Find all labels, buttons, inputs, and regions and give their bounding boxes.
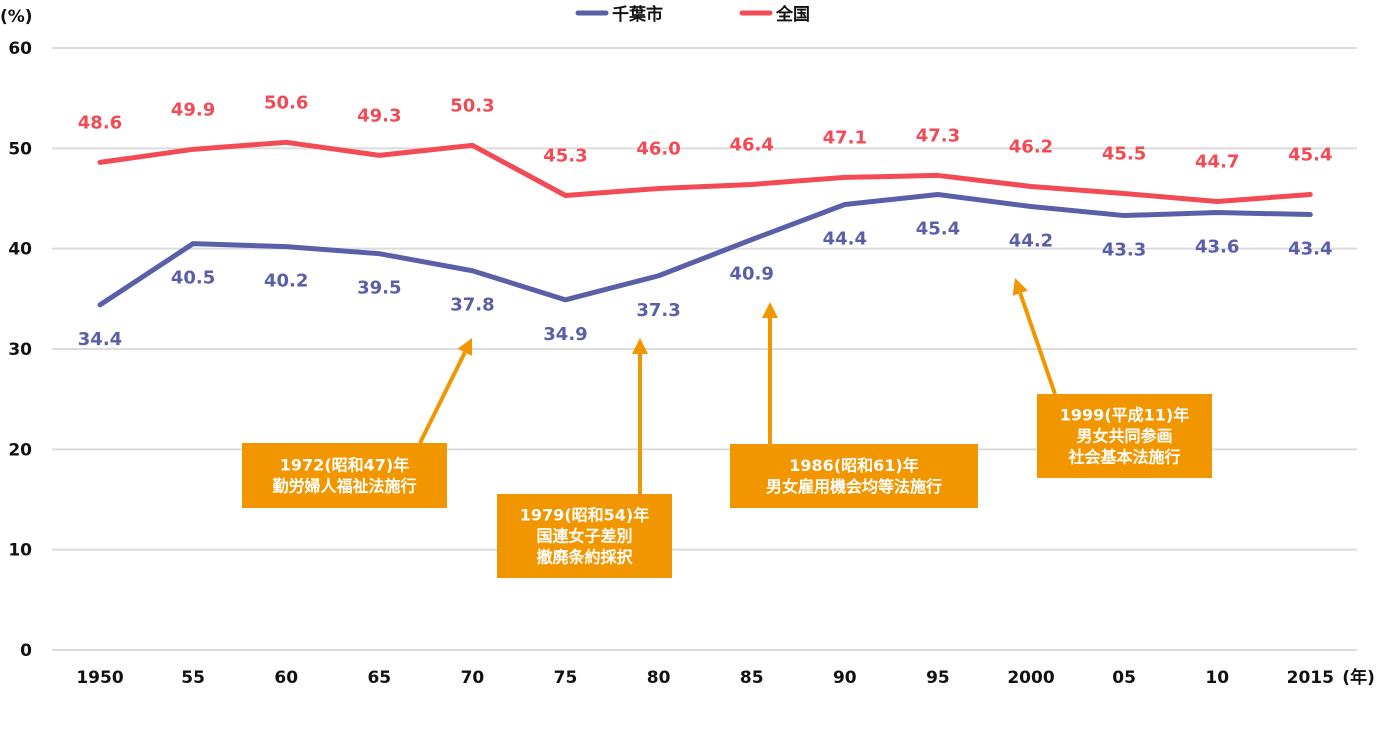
x-tick-label: 85 <box>740 668 764 688</box>
x-tick-label: 65 <box>367 668 391 688</box>
annotation-text: 1979(昭和54)年 <box>520 506 649 525</box>
legend-label: 千葉市 <box>612 4 663 25</box>
x-tick-label: 2015 <box>1287 668 1334 688</box>
y-tick-label: 20 <box>8 440 32 460</box>
annotation-box <box>1037 394 1212 478</box>
data-label: 46.0 <box>636 138 680 159</box>
annotation-box <box>730 444 978 508</box>
data-label: 34.9 <box>543 324 587 345</box>
x-tick-label: 80 <box>647 668 671 688</box>
annotation-arrow-head <box>457 338 473 356</box>
x-tick-label: 75 <box>554 668 578 688</box>
legend-label: 全国 <box>775 4 810 25</box>
series-line-1 <box>97 139 1313 205</box>
annotation-text: 男女雇用機会均等法施行 <box>766 477 942 496</box>
data-label: 37.3 <box>636 300 680 321</box>
data-label: 49.3 <box>357 105 401 126</box>
x-tick-label: 70 <box>461 668 485 688</box>
data-label: 49.9 <box>171 99 215 120</box>
data-label: 45.3 <box>543 145 587 166</box>
x-unit-label: (年) <box>1342 667 1375 688</box>
data-label: 37.8 <box>450 295 494 316</box>
y-unit-label: (%) <box>0 7 33 27</box>
x-tick-label: 05 <box>1112 668 1136 688</box>
annotation-arrow-head <box>762 302 778 318</box>
annotation-text: 勤労婦人福祉法施行 <box>272 477 416 496</box>
data-label: 45.4 <box>916 218 960 239</box>
x-tick-label: 1950 <box>76 668 123 688</box>
x-tick-label: 55 <box>181 668 205 688</box>
annotation-text: 社会基本法施行 <box>1067 448 1180 467</box>
data-label: 43.6 <box>1195 237 1239 258</box>
data-label: 45.5 <box>1102 143 1146 164</box>
annotation-box <box>242 443 447 508</box>
data-label: 47.3 <box>916 125 960 146</box>
data-label: 50.3 <box>450 95 494 116</box>
annotation-text: 男女共同参画 <box>1076 427 1172 446</box>
series-line-0 <box>97 191 1313 308</box>
y-tick-label: 0 <box>20 641 32 661</box>
data-label: 48.6 <box>78 112 122 133</box>
data-label: 40.2 <box>264 271 308 292</box>
data-label: 44.2 <box>1009 231 1053 252</box>
annotation-arrow-shaft <box>418 351 467 444</box>
x-tick-label: 95 <box>926 668 950 688</box>
data-label: 34.4 <box>78 329 122 350</box>
annotation-arrow-shaft <box>1018 292 1057 395</box>
annotation-text: 撤廃条約採択 <box>536 548 633 567</box>
data-label: 44.4 <box>823 229 867 250</box>
x-tick-label: 60 <box>274 668 298 688</box>
data-label: 43.3 <box>1102 240 1146 261</box>
x-tick-label: 10 <box>1205 668 1229 688</box>
y-tick-label: 60 <box>8 39 32 59</box>
data-label: 45.4 <box>1288 144 1332 165</box>
y-tick-label: 50 <box>8 139 32 159</box>
data-label: 39.5 <box>357 278 401 299</box>
data-label: 50.6 <box>264 92 308 113</box>
data-label: 47.1 <box>823 127 867 148</box>
annotation-text: 1986(昭和61)年 <box>789 456 918 475</box>
data-label: 43.4 <box>1288 239 1332 260</box>
annotation-text: 1972(昭和47)年 <box>280 456 409 475</box>
data-label: 44.7 <box>1195 152 1239 173</box>
data-label: 46.2 <box>1009 136 1053 157</box>
x-tick-label: 2000 <box>1007 668 1054 688</box>
annotation-arrow-head <box>1012 278 1028 296</box>
y-tick-label: 10 <box>8 541 32 561</box>
y-tick-label: 30 <box>8 340 32 360</box>
data-label: 46.4 <box>729 134 773 155</box>
x-tick-label: 90 <box>833 668 857 688</box>
annotation-text: 国連女子差別 <box>536 527 632 546</box>
annotation-text: 1999(平成11)年 <box>1060 406 1189 425</box>
annotation-arrow-head <box>632 338 648 354</box>
data-label: 40.9 <box>729 264 773 285</box>
annotation-box <box>497 494 672 578</box>
y-tick-label: 40 <box>8 240 32 260</box>
data-label: 40.5 <box>171 268 215 289</box>
